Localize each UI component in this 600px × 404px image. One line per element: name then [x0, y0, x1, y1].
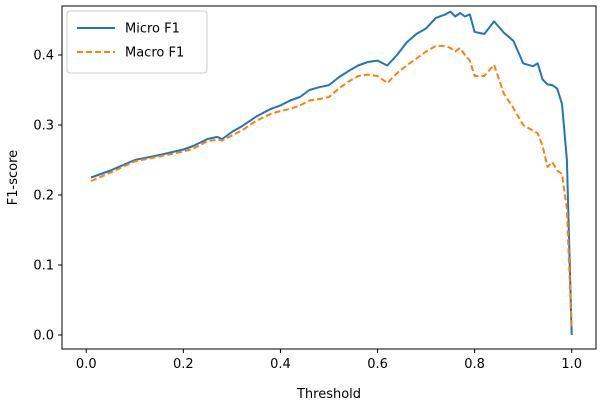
y-tick-label: 0.4: [33, 49, 54, 64]
y-tick-label: 0.2: [33, 189, 54, 204]
series-line-macro-f1: [90, 44, 573, 329]
legend-label-macro-f1: Macro F1: [125, 46, 184, 61]
x-tick-label: 0.4: [270, 357, 291, 372]
y-tick-label: 0.3: [33, 119, 54, 134]
legend-box: [66, 10, 208, 74]
legend-label-micro-f1: Micro F1: [125, 22, 180, 37]
y-tick-label: 0.1: [33, 259, 54, 274]
x-tick-label: 0.0: [76, 357, 97, 372]
x-tick-label: 0.8: [464, 357, 485, 372]
ticks-layer: 0.0 0.2 0.4 0.6 0.8 1.0 0.0 0.1 0.2 0.3 0.4: [33, 49, 582, 373]
series-layer: [90, 10, 573, 336]
x-tick-label: 1.0: [561, 357, 582, 372]
x-axis-label: Threshold: [296, 387, 361, 402]
x-tick-label: 0.2: [173, 357, 194, 372]
legend: Micro F1 Macro F1: [66, 10, 208, 74]
x-tick-label: 0.6: [367, 357, 388, 372]
series-line-micro-f1: [90, 10, 573, 336]
y-axis-label: F1-score: [6, 150, 21, 205]
y-tick-label: 0.0: [33, 329, 54, 344]
plot-frame: [61, 5, 597, 350]
